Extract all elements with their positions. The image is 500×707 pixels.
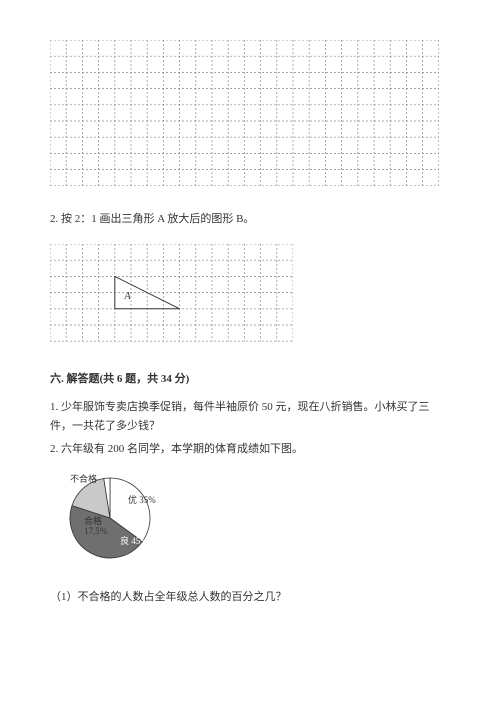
pie-chart-container: 优 35% 良 45% 合格17.5% 不合格	[50, 468, 450, 568]
pie-chart-svg: 优 35% 良 45% 合格17.5% 不合格	[50, 468, 210, 568]
answer-grid-small: A	[50, 244, 450, 341]
svg-text:优 35%: 优 35%	[128, 494, 156, 505]
svg-text:良 45%: 良 45%	[120, 535, 148, 546]
svg-text:A: A	[124, 292, 132, 303]
svg-text:不合格: 不合格	[70, 473, 97, 484]
question-6-2: 2. 六年级有 200 名同学，本学期的体育成绩如下图。	[50, 440, 450, 459]
svg-text:合格: 合格	[84, 515, 102, 526]
question-6-1: 1. 少年服饰专卖店换季促销，每件半袖原价 50 元，现在八折销售。小林买了三件…	[50, 398, 450, 435]
grid-small-svg: A	[50, 244, 293, 341]
svg-text:17.5%: 17.5%	[84, 526, 108, 536]
question-6-2-sub1: （1）不合格的人数占全年级总人数的百分之几？	[50, 588, 450, 607]
question-2-text: 2. 按 2：1 画出三角形 A 放大后的图形 B。	[50, 210, 450, 229]
section-6-title: 六. 解答题(共 6 题，共 34 分)	[50, 370, 450, 389]
answer-grid-large	[50, 40, 450, 186]
grid-large-svg	[50, 40, 439, 186]
